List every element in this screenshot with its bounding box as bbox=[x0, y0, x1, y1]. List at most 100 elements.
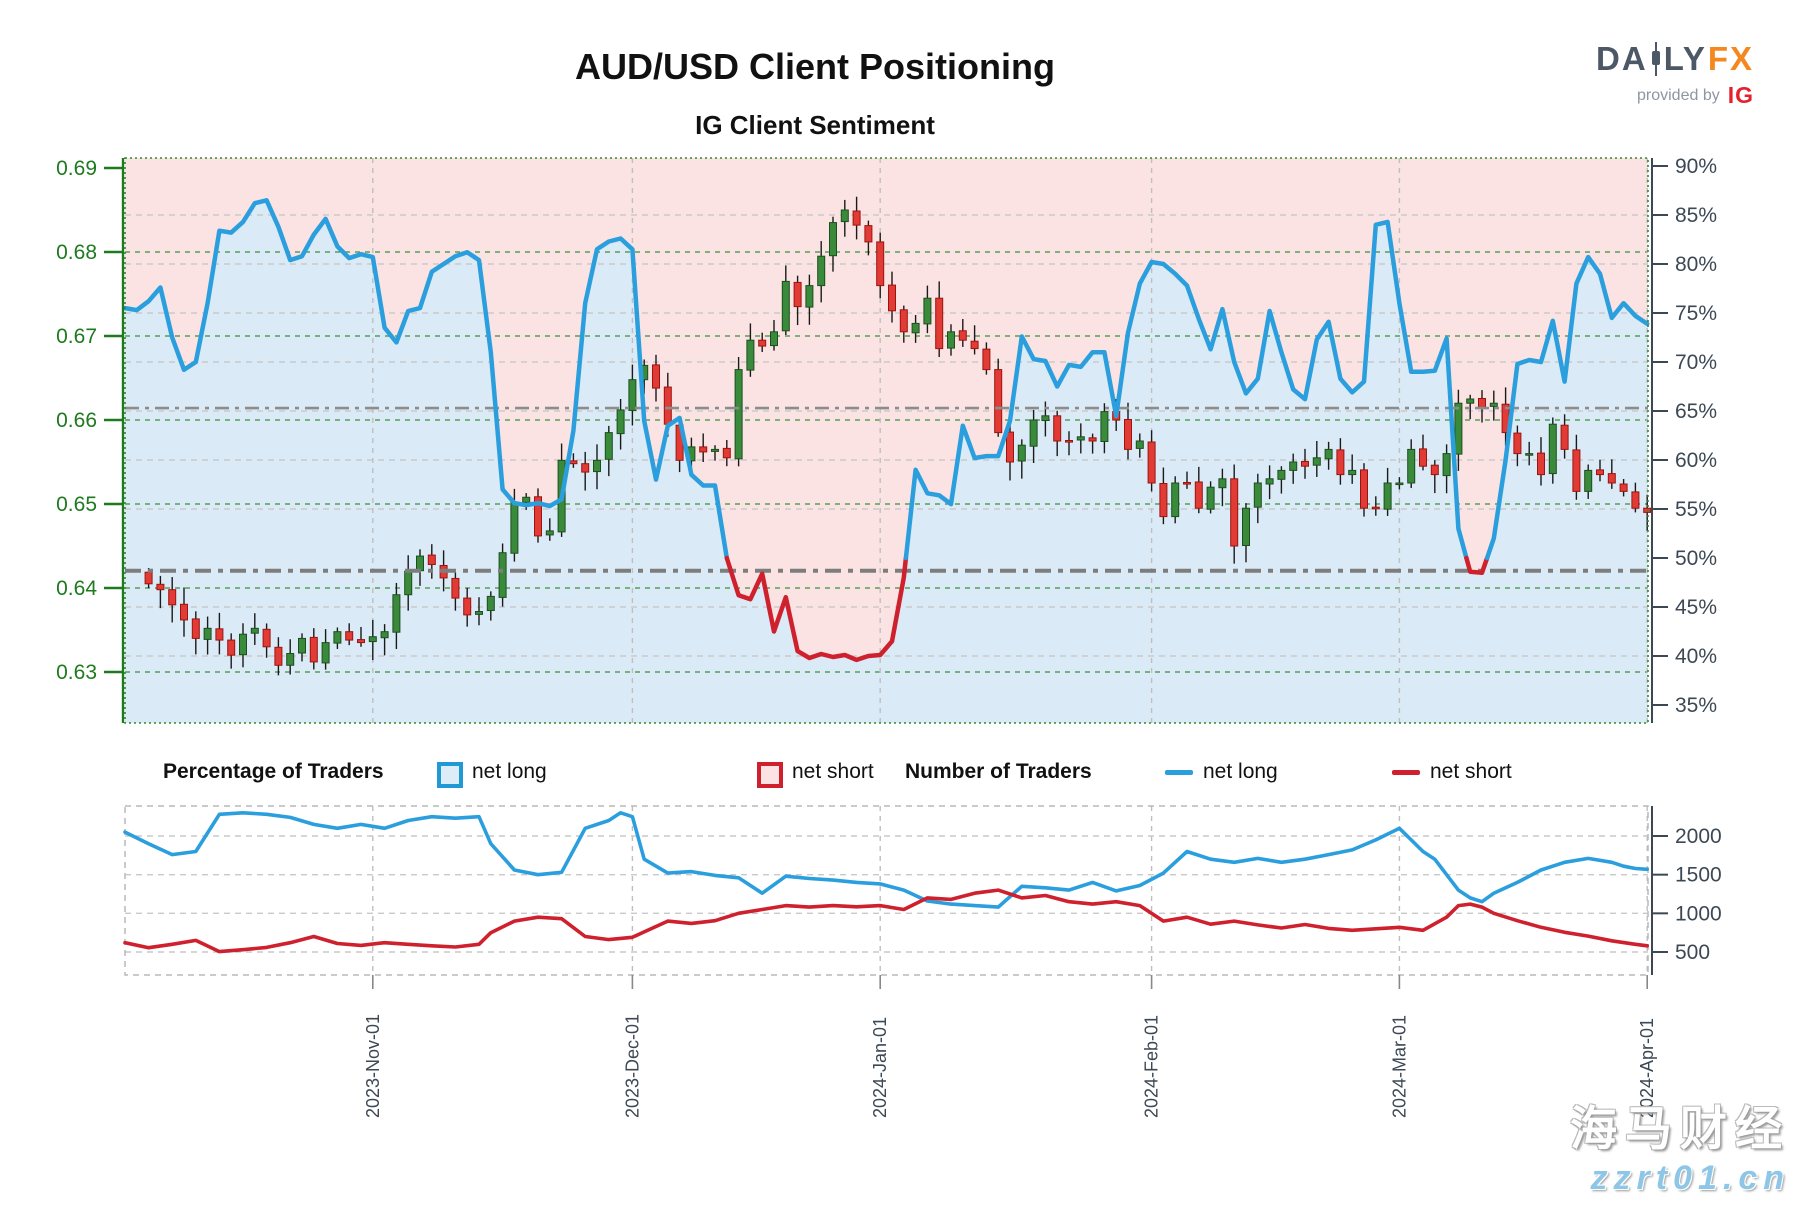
logo-text-fx: FX bbox=[1707, 40, 1754, 77]
candle bbox=[1041, 415, 1050, 422]
candle bbox=[982, 348, 991, 371]
candle bbox=[286, 653, 295, 666]
candle bbox=[793, 281, 802, 308]
candle bbox=[168, 589, 177, 606]
candle bbox=[1572, 449, 1581, 492]
svg-text:0.66: 0.66 bbox=[56, 409, 97, 432]
candle bbox=[191, 618, 200, 639]
candle bbox=[1560, 424, 1569, 450]
candle bbox=[1171, 482, 1180, 518]
svg-text:0.64: 0.64 bbox=[56, 577, 97, 600]
candle bbox=[1478, 397, 1486, 408]
svg-text:45%: 45% bbox=[1675, 596, 1717, 619]
candle bbox=[1230, 478, 1239, 547]
candle bbox=[368, 636, 377, 643]
candle bbox=[1336, 449, 1345, 476]
candle bbox=[416, 555, 424, 572]
candle bbox=[1442, 453, 1451, 477]
candle bbox=[522, 496, 531, 503]
candle bbox=[888, 284, 896, 312]
candle bbox=[333, 631, 342, 644]
svg-text:0.69: 0.69 bbox=[56, 157, 97, 180]
candle bbox=[1135, 440, 1144, 449]
svg-text:85%: 85% bbox=[1675, 204, 1717, 227]
candle bbox=[604, 432, 613, 460]
candle bbox=[227, 639, 236, 656]
candle bbox=[1301, 460, 1309, 467]
candle bbox=[274, 646, 283, 666]
svg-text:1500: 1500 bbox=[1675, 864, 1722, 887]
candle bbox=[840, 209, 849, 223]
svg-text:2024-Mar-01: 2024-Mar-01 bbox=[1389, 1015, 1409, 1118]
candle bbox=[864, 225, 873, 243]
candle bbox=[534, 496, 542, 537]
candle bbox=[770, 331, 778, 347]
candlestick-icon bbox=[1651, 42, 1660, 76]
candle bbox=[970, 340, 979, 350]
svg-text:75%: 75% bbox=[1675, 302, 1717, 325]
candle bbox=[935, 297, 944, 350]
candle bbox=[805, 285, 814, 308]
candle bbox=[1371, 506, 1380, 510]
candle bbox=[593, 459, 601, 473]
candle bbox=[1584, 469, 1593, 492]
candle bbox=[899, 309, 908, 333]
candle bbox=[1124, 418, 1132, 450]
candle bbox=[1383, 482, 1392, 510]
svg-text:2024-Feb-01: 2024-Feb-01 bbox=[1142, 1015, 1162, 1118]
ig-logo: IG bbox=[1727, 82, 1754, 108]
candle bbox=[876, 241, 885, 287]
candle bbox=[817, 255, 826, 287]
candle bbox=[1289, 461, 1298, 471]
candle bbox=[144, 571, 153, 585]
candle bbox=[1147, 441, 1156, 484]
logo-text-da: DA bbox=[1596, 40, 1648, 77]
candle bbox=[1419, 448, 1427, 467]
candle bbox=[1466, 398, 1475, 404]
svg-text:1000: 1000 bbox=[1675, 902, 1722, 925]
candle bbox=[545, 530, 554, 536]
candle bbox=[1360, 469, 1368, 509]
candle bbox=[852, 210, 861, 226]
candle bbox=[1489, 402, 1498, 407]
svg-text:2000: 2000 bbox=[1675, 825, 1722, 848]
candle bbox=[392, 594, 401, 633]
dailyfx-logo: DA LY FX provided by IG bbox=[1524, 40, 1754, 109]
candle bbox=[1430, 464, 1439, 476]
candle bbox=[1277, 469, 1286, 480]
candle bbox=[947, 331, 955, 349]
candle bbox=[1312, 457, 1321, 466]
svg-text:50%: 50% bbox=[1675, 547, 1717, 570]
svg-text:60%: 60% bbox=[1675, 449, 1717, 472]
svg-text:65%: 65% bbox=[1675, 400, 1717, 423]
candle bbox=[250, 627, 259, 634]
svg-text:90%: 90% bbox=[1675, 155, 1717, 178]
candle bbox=[734, 369, 743, 460]
candle bbox=[498, 552, 507, 598]
candle bbox=[1525, 453, 1534, 456]
candle bbox=[829, 222, 837, 257]
chart-subtitle: IG Client Sentiment bbox=[695, 110, 935, 140]
candle bbox=[203, 627, 212, 640]
candle bbox=[1194, 481, 1203, 509]
dailyfx-wordmark: DA LY FX bbox=[1524, 40, 1754, 78]
candle bbox=[699, 446, 708, 453]
candle bbox=[1513, 432, 1522, 455]
count-line-net-long bbox=[123, 811, 1649, 909]
candle bbox=[510, 501, 519, 554]
candle bbox=[321, 642, 330, 664]
svg-text:0.67: 0.67 bbox=[56, 325, 97, 348]
candle bbox=[404, 570, 413, 596]
candle bbox=[262, 628, 271, 648]
candle bbox=[1065, 439, 1073, 443]
candle bbox=[1407, 448, 1416, 484]
logo-text-ly: LY bbox=[1663, 40, 1707, 77]
svg-text:0.68: 0.68 bbox=[56, 241, 97, 264]
candle bbox=[180, 603, 188, 621]
candle bbox=[628, 379, 637, 411]
candle bbox=[1159, 483, 1168, 518]
candle bbox=[380, 631, 389, 639]
candle bbox=[1183, 481, 1191, 485]
svg-text:55%: 55% bbox=[1675, 498, 1717, 521]
